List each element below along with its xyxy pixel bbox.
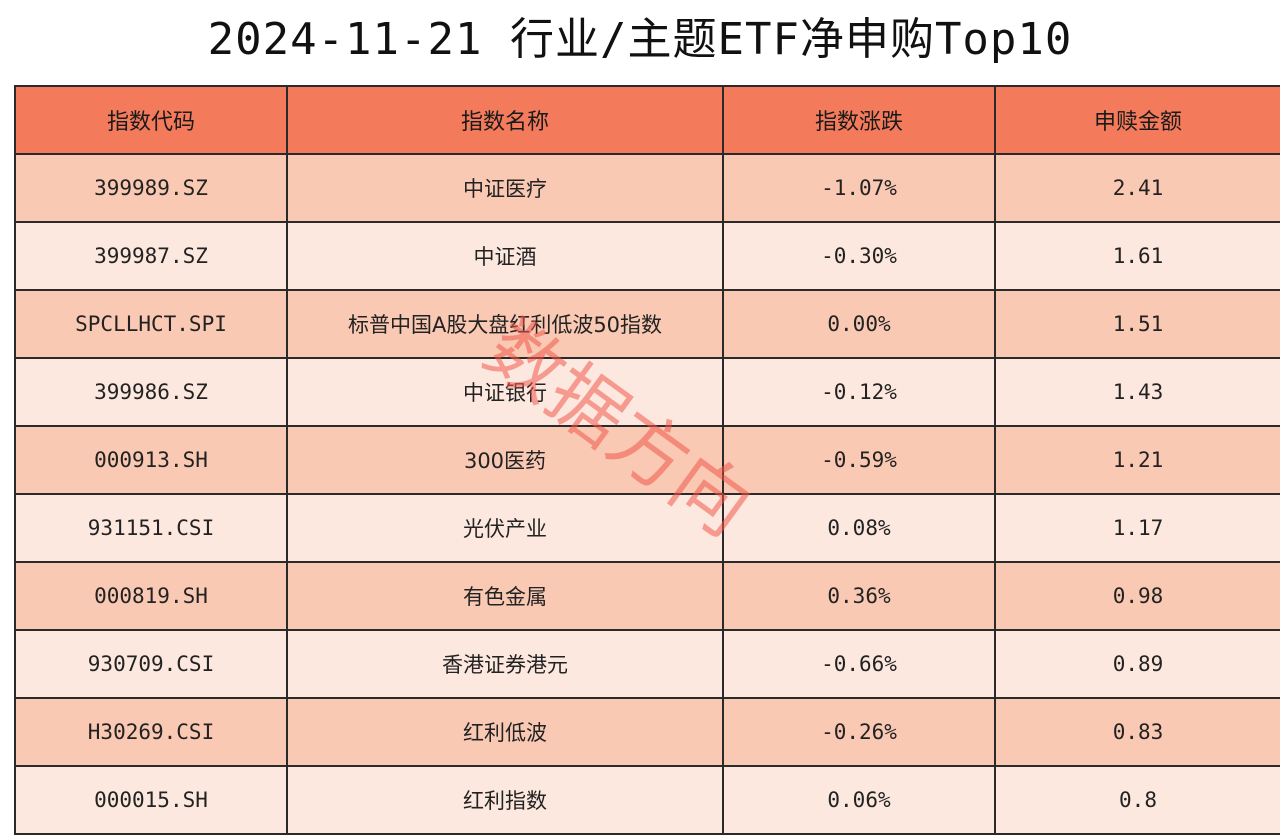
cell-index-change: -0.30%: [722, 221, 996, 291]
cell-index-change: 0.08%: [722, 493, 996, 563]
cell-index-name: 中证医疗: [286, 153, 724, 223]
cell-index-name: 标普中国A股大盘红利低波50指数: [286, 289, 724, 359]
cell-amount: 1.51: [994, 289, 1280, 359]
cell-amount: 0.89: [994, 629, 1280, 699]
table-row: 000913.SH 300医药 -0.59% 1.21: [14, 425, 1280, 495]
cell-index-change: -1.07%: [722, 153, 996, 223]
cell-index-change: 0.06%: [722, 765, 996, 835]
table-row: 000819.SH 有色金属 0.36% 0.98: [14, 561, 1280, 631]
cell-index-code: 930709.CSI: [14, 629, 288, 699]
header-index-name: 指数名称: [286, 85, 724, 155]
header-index-code: 指数代码: [14, 85, 288, 155]
cell-index-name: 有色金属: [286, 561, 724, 631]
cell-amount: 2.41: [994, 153, 1280, 223]
cell-index-code: 399989.SZ: [14, 153, 288, 223]
cell-index-code: H30269.CSI: [14, 697, 288, 767]
cell-index-change: -0.26%: [722, 697, 996, 767]
cell-index-name: 红利指数: [286, 765, 724, 835]
cell-index-code: 931151.CSI: [14, 493, 288, 563]
cell-index-name: 中证银行: [286, 357, 724, 427]
cell-index-name: 光伏产业: [286, 493, 724, 563]
cell-amount: 1.43: [994, 357, 1280, 427]
table-row: 399989.SZ 中证医疗 -1.07% 2.41: [14, 153, 1280, 223]
table-row: SPCLLHCT.SPI 标普中国A股大盘红利低波50指数 0.00% 1.51: [14, 289, 1280, 359]
table-header-row: 指数代码 指数名称 指数涨跌 申赎金额: [14, 85, 1280, 155]
cell-amount: 1.17: [994, 493, 1280, 563]
table-row: 930709.CSI 香港证券港元 -0.66% 0.89: [14, 629, 1280, 699]
cell-index-change: -0.59%: [722, 425, 996, 495]
cell-amount: 0.8: [994, 765, 1280, 835]
etf-table: 指数代码 指数名称 指数涨跌 申赎金额 399989.SZ 中证医疗 -1.07…: [14, 85, 1280, 835]
cell-index-code: 000913.SH: [14, 425, 288, 495]
cell-amount: 1.61: [994, 221, 1280, 291]
cell-amount: 1.21: [994, 425, 1280, 495]
table-row: 399987.SZ 中证酒 -0.30% 1.61: [14, 221, 1280, 291]
table-row: 931151.CSI 光伏产业 0.08% 1.17: [14, 493, 1280, 563]
cell-index-code: 000819.SH: [14, 561, 288, 631]
header-index-change: 指数涨跌: [722, 85, 996, 155]
cell-index-change: -0.12%: [722, 357, 996, 427]
cell-index-name: 中证酒: [286, 221, 724, 291]
cell-index-code: SPCLLHCT.SPI: [14, 289, 288, 359]
cell-index-name: 香港证券港元: [286, 629, 724, 699]
cell-index-change: 0.36%: [722, 561, 996, 631]
page-title: 2024-11-21 行业/主题ETF净申购Top10: [207, 14, 1073, 65]
cell-amount: 0.83: [994, 697, 1280, 767]
cell-index-code: 000015.SH: [14, 765, 288, 835]
table-row: 399986.SZ 中证银行 -0.12% 1.43: [14, 357, 1280, 427]
cell-amount: 0.98: [994, 561, 1280, 631]
cell-index-name: 300医药: [286, 425, 724, 495]
cell-index-change: 0.00%: [722, 289, 996, 359]
cell-index-name: 红利低波: [286, 697, 724, 767]
table-row: 000015.SH 红利指数 0.06% 0.8: [14, 765, 1280, 835]
header-amount: 申赎金额: [994, 85, 1280, 155]
cell-index-code: 399987.SZ: [14, 221, 288, 291]
cell-index-change: -0.66%: [722, 629, 996, 699]
cell-index-code: 399986.SZ: [14, 357, 288, 427]
table-row: H30269.CSI 红利低波 -0.26% 0.83: [14, 697, 1280, 767]
